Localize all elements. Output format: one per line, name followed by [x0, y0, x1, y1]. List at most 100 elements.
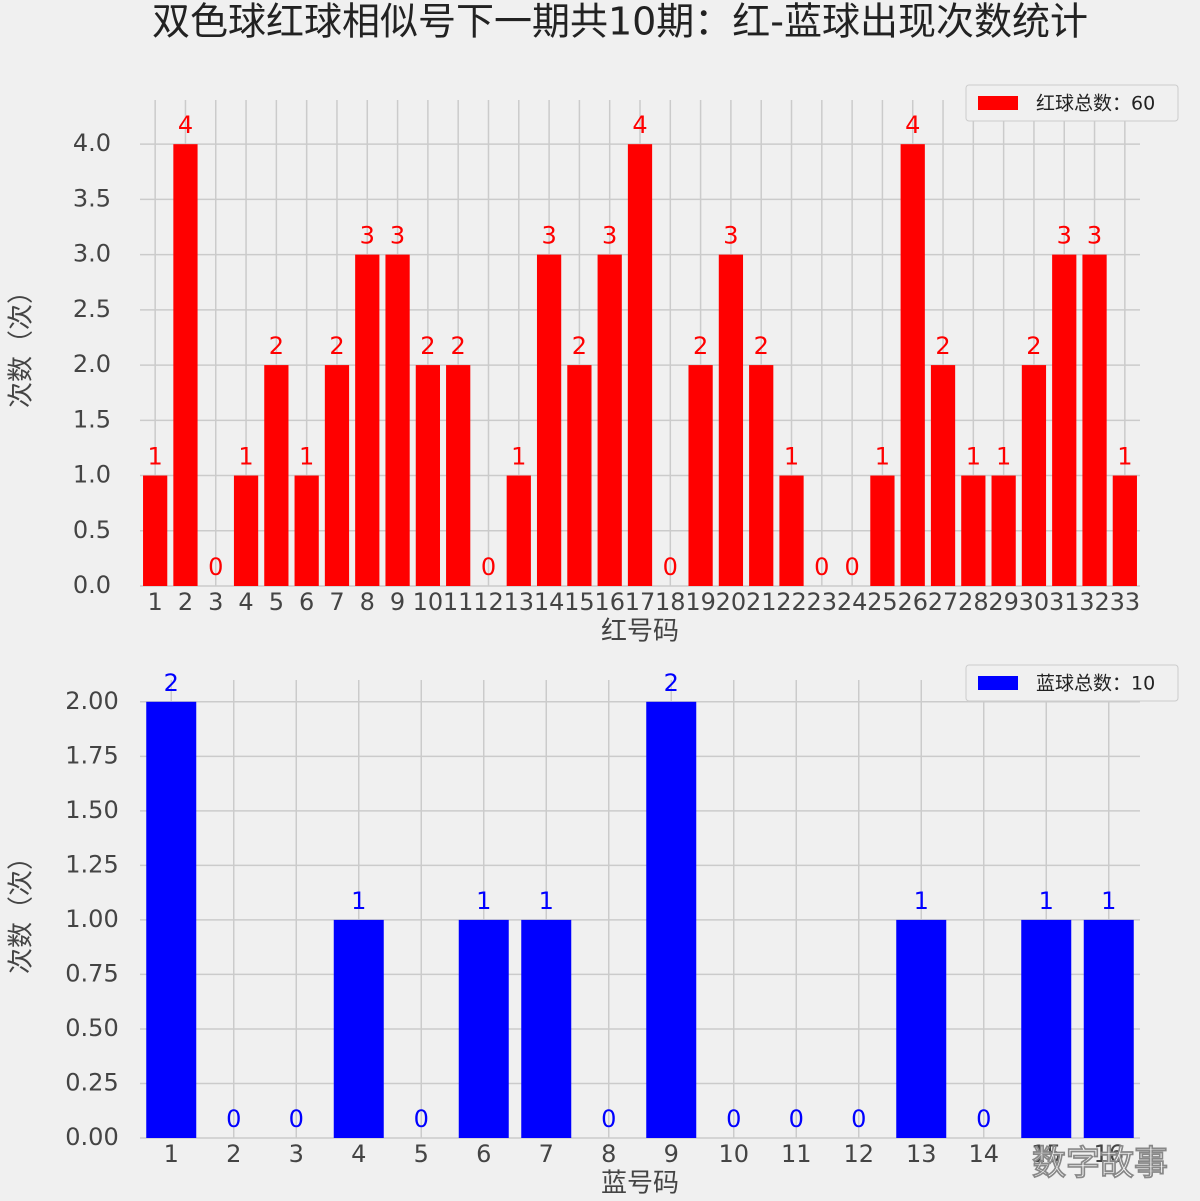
value-label: 1: [299, 443, 314, 471]
y-tick-label: 2.5: [73, 295, 111, 323]
value-label: 0: [976, 1105, 991, 1133]
value-label: 2: [420, 332, 435, 360]
bar: [324, 365, 350, 586]
bar: [458, 919, 509, 1138]
x-tick-label: 27: [928, 588, 959, 616]
value-label: 1: [148, 443, 163, 471]
x-tick-label: 29: [988, 588, 1019, 616]
x-tick-label: 23: [807, 588, 838, 616]
value-label: 0: [789, 1105, 804, 1133]
bar: [1021, 365, 1047, 586]
x-tick-label: 5: [269, 588, 284, 616]
value-label: 4: [905, 111, 920, 139]
y-axis-label: 次数（次）: [7, 844, 37, 974]
value-label: 3: [390, 222, 405, 250]
x-tick-label: 12: [843, 1140, 874, 1168]
x-tick-label: 3: [289, 1140, 304, 1168]
bar: [415, 365, 440, 586]
legend-label: 蓝球总数：10: [1036, 673, 1155, 695]
x-tick-label: 2: [226, 1140, 241, 1168]
x-tick-label: 10: [413, 588, 444, 616]
value-label: 1: [1101, 887, 1116, 915]
y-tick-label: 0.50: [65, 1014, 118, 1042]
bar: [1082, 254, 1107, 587]
x-tick-label: 15: [564, 588, 595, 616]
bar: [294, 475, 319, 586]
value-label: 2: [664, 669, 679, 697]
y-tick-label: 4.0: [73, 129, 111, 157]
y-tick-label: 1.0: [73, 461, 111, 489]
bar: [333, 919, 384, 1138]
bar: [233, 475, 259, 586]
value-label: 0: [226, 1105, 241, 1133]
value-label: 2: [329, 332, 344, 360]
x-tick-label: 14: [968, 1140, 999, 1168]
x-tick-label: 16: [1093, 1140, 1124, 1168]
x-tick-label: 16: [594, 588, 625, 616]
value-label: 2: [572, 332, 587, 360]
value-label: 3: [360, 222, 375, 250]
x-tick-label: 9: [664, 1140, 679, 1168]
x-tick-label: 20: [716, 588, 747, 616]
legend-label: 红球总数：60: [1036, 93, 1155, 115]
bar: [1052, 254, 1077, 587]
bar: [536, 254, 562, 587]
x-tick-label: 8: [601, 1140, 616, 1168]
value-label: 2: [693, 332, 708, 360]
x-tick-label: 30: [1019, 588, 1050, 616]
y-tick-label: 3.0: [73, 240, 111, 268]
x-tick-label: 18: [655, 588, 686, 616]
value-label: 1: [914, 887, 929, 915]
x-tick-label: 26: [897, 588, 928, 616]
value-label: 0: [481, 553, 496, 581]
value-label: 0: [844, 553, 859, 581]
x-tick-label: 7: [329, 588, 344, 616]
x-tick-label: 2: [178, 588, 193, 616]
value-label: 2: [164, 669, 179, 697]
bar: [1021, 919, 1072, 1138]
x-tick-label: 4: [238, 588, 253, 616]
x-tick-label: 17: [625, 588, 656, 616]
value-label: 0: [726, 1105, 741, 1133]
x-tick-label: 11: [781, 1140, 812, 1168]
legend-swatch: [978, 96, 1018, 110]
value-label: 2: [754, 332, 769, 360]
value-label: 1: [238, 443, 253, 471]
x-tick-label: 5: [414, 1140, 429, 1168]
value-label: 0: [663, 553, 678, 581]
x-tick-label: 28: [958, 588, 989, 616]
bar: [521, 919, 572, 1138]
bar: [143, 475, 168, 586]
bar: [146, 701, 197, 1138]
bar: [646, 701, 697, 1138]
x-tick-label: 25: [867, 588, 898, 616]
bar: [930, 365, 956, 586]
value-label: 3: [723, 222, 738, 250]
value-label: 0: [814, 553, 829, 581]
legend-swatch: [978, 676, 1018, 690]
y-tick-label: 2.00: [65, 687, 118, 715]
bar: [506, 475, 531, 586]
value-label: 3: [1057, 222, 1072, 250]
bar: [264, 365, 289, 586]
bar: [567, 365, 592, 586]
value-label: 0: [289, 1105, 304, 1133]
value-label: 4: [632, 111, 647, 139]
x-tick-label: 7: [539, 1140, 554, 1168]
x-tick-label: 1: [148, 588, 163, 616]
value-label: 0: [208, 553, 223, 581]
watermark: 数字故事: [1032, 1144, 1168, 1184]
y-tick-label: 0.5: [73, 516, 111, 544]
bar: [991, 475, 1016, 586]
chart-title: 双色球红球相似号下一期共10期：红-蓝球出现次数统计: [152, 0, 1088, 44]
value-label: 2: [935, 332, 950, 360]
y-tick-label: 0.25: [65, 1068, 118, 1096]
x-tick-label: 11: [443, 588, 474, 616]
bar: [900, 144, 925, 586]
value-label: 0: [851, 1105, 866, 1133]
x-tick-label: 9: [390, 588, 405, 616]
y-tick-label: 1.00: [65, 905, 118, 933]
value-label: 1: [351, 887, 366, 915]
value-label: 1: [875, 443, 890, 471]
bar: [961, 475, 986, 586]
